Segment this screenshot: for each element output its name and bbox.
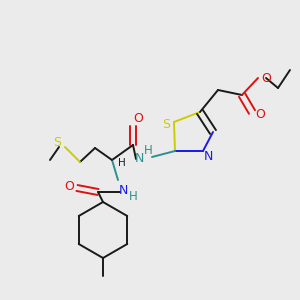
Text: O: O [261, 71, 271, 85]
Text: O: O [133, 112, 143, 124]
Text: N: N [203, 149, 213, 163]
Text: H: H [118, 158, 126, 168]
Text: S: S [162, 118, 170, 130]
Text: S: S [53, 136, 61, 148]
Text: N: N [118, 184, 128, 196]
Text: N: N [134, 152, 144, 166]
Text: H: H [129, 190, 137, 202]
Text: H: H [144, 143, 152, 157]
Text: O: O [255, 107, 265, 121]
Text: O: O [64, 179, 74, 193]
